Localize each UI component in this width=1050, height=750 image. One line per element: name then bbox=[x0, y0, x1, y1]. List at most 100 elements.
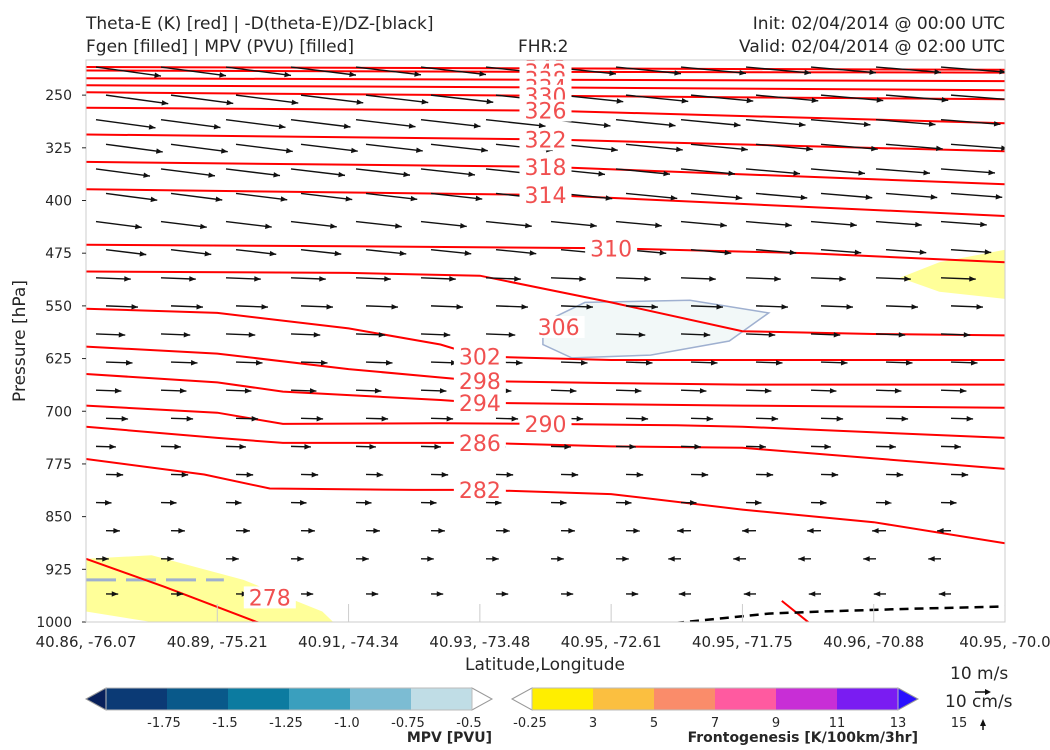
wind-vector-head bbox=[278, 123, 286, 130]
wind-vector-head bbox=[111, 591, 119, 597]
y-tick-label: 700 bbox=[45, 404, 72, 420]
wind-vector bbox=[950, 192, 1003, 198]
wind-vector-head bbox=[681, 98, 689, 104]
wind-vector-head bbox=[414, 71, 421, 77]
wind-vector-head bbox=[901, 416, 909, 422]
wind-vector-head bbox=[221, 148, 228, 154]
wind-vector bbox=[235, 94, 299, 104]
wind-vector-head bbox=[894, 388, 902, 394]
fgen-colorbar-swatch bbox=[593, 688, 655, 710]
wind-vector-head bbox=[154, 72, 161, 78]
init-time: Init: 02/04/2014 @ 00:00 UTC bbox=[752, 14, 1005, 34]
wind-vector bbox=[745, 168, 801, 175]
wind-vector-head bbox=[579, 276, 586, 282]
wind-vector-head bbox=[248, 332, 256, 338]
contour-label-bg bbox=[453, 370, 506, 393]
wind-vector-head bbox=[905, 360, 913, 366]
wind-vector-head bbox=[804, 69, 811, 76]
mpv-filled-region bbox=[542, 299, 771, 359]
contour-label-bg bbox=[519, 99, 572, 122]
wind-vector-head bbox=[116, 471, 124, 478]
contour-label-bg bbox=[519, 155, 572, 178]
wind-vector-head bbox=[190, 360, 198, 366]
wind-vector bbox=[875, 66, 942, 74]
wind-vector-head bbox=[200, 223, 207, 230]
wind-vector-head bbox=[668, 122, 676, 128]
wind-vector-head bbox=[246, 471, 254, 478]
wind-vector-head bbox=[963, 332, 971, 338]
y-tick-label: 1000 bbox=[36, 615, 72, 631]
wind-vector-head bbox=[306, 591, 314, 597]
wind-vector-head bbox=[663, 170, 670, 177]
wind-vector-head bbox=[421, 99, 429, 105]
mpv-colorbar-tick-label: -1.5 bbox=[212, 716, 237, 731]
wind-vector-head bbox=[806, 146, 813, 152]
wind-vector-head bbox=[820, 500, 827, 506]
wind-vector-head bbox=[320, 360, 328, 366]
wind-vector-head bbox=[798, 556, 805, 562]
wind-vector-head bbox=[515, 360, 523, 366]
wind-vector-head bbox=[255, 360, 263, 366]
wind-vector bbox=[355, 119, 416, 128]
wind-vector-head bbox=[566, 591, 574, 597]
wind-vector-head bbox=[645, 360, 653, 366]
wind-vector-head bbox=[416, 147, 423, 153]
wind-vector-head bbox=[885, 500, 892, 506]
y-tick-label: 625 bbox=[45, 352, 72, 368]
dtheta-dz-contour bbox=[672, 605, 1005, 622]
wind-vector-head bbox=[775, 360, 783, 366]
wind-vector-head bbox=[634, 388, 642, 394]
wind-vector bbox=[300, 248, 342, 255]
wind-vector-head bbox=[915, 221, 922, 228]
wind-vector bbox=[355, 66, 422, 76]
wind-vector bbox=[875, 119, 936, 126]
wind-vector-head bbox=[808, 591, 816, 597]
wind-vector-head bbox=[938, 591, 946, 597]
wind-vector bbox=[290, 168, 346, 177]
theta-e-contour-labels: 3483423383343303263223183143103063022982… bbox=[243, 60, 638, 611]
x-tick-label: 40.91, -74.34 bbox=[298, 633, 399, 651]
wind-vector-head bbox=[105, 500, 112, 506]
wind-vector-head bbox=[102, 556, 109, 562]
wind-vector bbox=[690, 248, 732, 254]
wind-vector-head bbox=[970, 360, 978, 366]
contour-label: 278 bbox=[249, 586, 291, 611]
wind-vector-head bbox=[771, 416, 779, 422]
wind-vector-head bbox=[427, 556, 434, 562]
wind-vector-head bbox=[244, 388, 252, 394]
wind-vector-head bbox=[699, 388, 707, 394]
contour-label-bg bbox=[453, 431, 506, 454]
wind-vector-head bbox=[456, 304, 463, 310]
wind-vector bbox=[810, 66, 877, 74]
wind-vector bbox=[95, 119, 156, 129]
wind-vector-head bbox=[636, 471, 644, 478]
wind-vector-head bbox=[863, 121, 871, 128]
wind-vector bbox=[680, 168, 736, 175]
wind-vector-head bbox=[670, 195, 678, 201]
fgen-colorbar-tick-label: 5 bbox=[650, 716, 658, 731]
wind-vector-head bbox=[365, 500, 372, 506]
wind-vector-head bbox=[869, 69, 876, 75]
wind-vector-head bbox=[678, 591, 686, 597]
wind-vector bbox=[940, 220, 987, 226]
wind-vector-head bbox=[343, 123, 351, 129]
wind-vector-head bbox=[865, 194, 873, 200]
wind-vector-head bbox=[936, 145, 943, 152]
wind-vector bbox=[170, 143, 228, 153]
wind-vector-head bbox=[923, 169, 930, 176]
wind-vector bbox=[625, 143, 683, 151]
fgen-colorbar-extend-high bbox=[897, 687, 920, 711]
wind-vector-head bbox=[746, 97, 754, 104]
wind-vector-head bbox=[291, 99, 299, 105]
wind-vector bbox=[950, 94, 1005, 101]
wind-vector bbox=[105, 248, 147, 256]
wind-vector bbox=[420, 66, 487, 76]
wind-vector-head bbox=[716, 304, 723, 310]
wind-vector-head bbox=[954, 444, 961, 450]
wind-vector-head bbox=[831, 471, 839, 478]
vector-key bbox=[975, 689, 991, 730]
wind-vector-head bbox=[609, 70, 616, 76]
wind-vector-head bbox=[889, 444, 896, 450]
mpv-colorbar-tick-label: -0.25 bbox=[513, 716, 547, 731]
wind-vector-head bbox=[345, 196, 353, 202]
